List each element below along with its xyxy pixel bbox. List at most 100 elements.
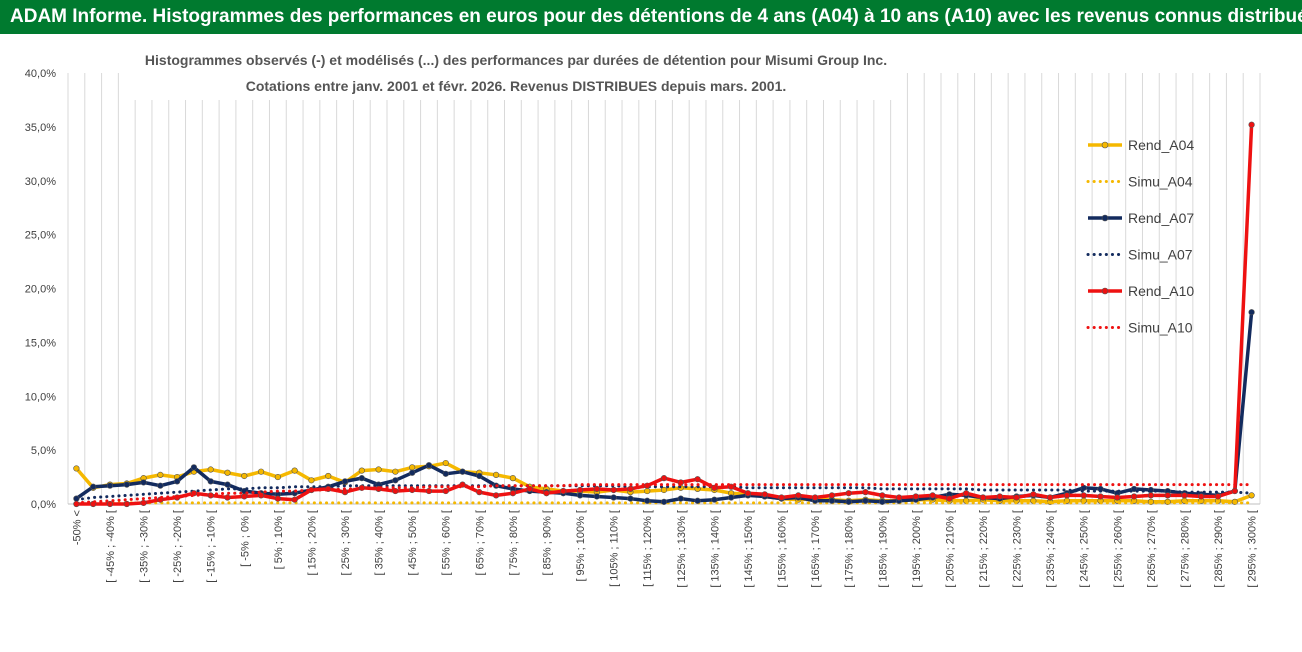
data-point — [979, 494, 987, 501]
data-point — [946, 495, 953, 502]
data-point — [660, 486, 668, 494]
data-point — [409, 469, 416, 476]
data-point — [476, 489, 483, 496]
data-point — [509, 490, 517, 497]
data-point — [761, 491, 768, 498]
data-point — [73, 465, 80, 472]
x-tick-label: [ 5% ; 10% [ — [273, 510, 285, 569]
data-point — [442, 459, 449, 467]
data-point — [1080, 492, 1087, 499]
data-point — [660, 475, 668, 482]
legend-item: Simu_A04 — [1086, 174, 1193, 190]
data-point — [106, 482, 114, 489]
data-point — [190, 464, 198, 471]
data-point — [879, 492, 886, 499]
data-point — [576, 486, 584, 494]
legend-label: Rend_A04 — [1128, 137, 1194, 153]
data-point — [174, 478, 181, 485]
data-point — [1130, 493, 1138, 500]
series-Rend_A10 — [73, 121, 1255, 508]
y-tick-label: 10,0% — [25, 391, 56, 403]
data-point — [207, 466, 214, 473]
chart-background — [0, 34, 1302, 647]
banner-title: ADAM Informe. Histogrammes des performan… — [10, 6, 1302, 27]
data-point — [459, 468, 466, 475]
x-tick-label: [ 245% ; 250% [ — [1079, 510, 1091, 588]
data-point — [963, 490, 970, 497]
axes: 0,0% 5,0% 10,0% 15,0% 20,0% 25,0% 30,0% 35,0% 40… — [25, 68, 1260, 588]
data-point — [694, 497, 701, 504]
legend-item: Rend_A04 — [1088, 137, 1194, 153]
x-tick-label: [ -45% ; -40% [ — [105, 510, 117, 583]
data-point — [912, 493, 919, 500]
data-point — [845, 490, 852, 497]
x-tick-label: [ 25% ; 30% [ — [340, 510, 352, 575]
chart-area: 0,0% 5,0% 10,0% 15,0% 20,0% 25,0% 30,0% 35,0% 40… — [0, 34, 1302, 647]
x-tick-label: [ 255% ; 260% [ — [1112, 510, 1124, 588]
x-tick-label: [ 95% ; 100% [ — [575, 510, 587, 582]
data-point — [157, 482, 164, 489]
data-point — [409, 464, 416, 471]
x-tick-label: [ 195% ; 200% [ — [911, 510, 923, 588]
legend-label: Simu_A04 — [1128, 174, 1193, 190]
x-tick-label: [ 215% ; 220% [ — [978, 510, 990, 588]
data-point — [106, 500, 114, 508]
data-point — [291, 467, 298, 474]
data-point — [341, 478, 349, 485]
legend-marker — [1101, 214, 1109, 222]
y-tick-label: 25,0% — [25, 230, 56, 242]
legend-label: Rend_A07 — [1128, 210, 1194, 226]
x-tick-label: [ 15% ; 20% [ — [306, 510, 318, 575]
data-point — [1097, 493, 1104, 500]
y-tick-label: 30,0% — [25, 176, 56, 188]
chart-title: Histogrammes observés (-) et modélisés (… — [145, 52, 887, 68]
data-point — [1047, 494, 1054, 501]
data-point — [1231, 487, 1238, 495]
legend-label: Rend_A10 — [1128, 283, 1194, 299]
data-point — [140, 499, 147, 507]
data-point — [828, 492, 835, 499]
data-point — [509, 475, 517, 482]
data-point — [358, 475, 365, 482]
data-point — [274, 495, 281, 502]
data-point — [241, 493, 248, 500]
x-tick-label: [ 125% ; 130% [ — [676, 510, 688, 588]
data-point — [241, 472, 248, 480]
data-point — [644, 487, 651, 495]
y-tick-label: 5,0% — [31, 445, 56, 457]
data-point — [610, 494, 617, 501]
performance-histogram-chart: 0,0% 5,0% 10,0% 15,0% 20,0% 25,0% 30,0% 35,0% 40… — [0, 34, 1302, 647]
data-point — [90, 483, 97, 490]
data-point — [1248, 492, 1255, 499]
x-tick-label: [ 65% ; 70% [ — [474, 510, 486, 575]
x-tick-label: [ 225% ; 230% [ — [1012, 510, 1024, 588]
data-point — [308, 477, 315, 484]
x-tick-label: [ -25% ; -20% [ — [172, 510, 184, 583]
data-point — [392, 468, 399, 475]
x-tick-label: [ 85% ; 90% [ — [541, 510, 553, 575]
data-point — [392, 487, 399, 495]
x-tick-label: [ 165% ; 170% [ — [810, 510, 822, 588]
data-point — [140, 479, 147, 486]
x-tick-label: [ -5% ; 0% [ — [239, 510, 251, 567]
data-point — [929, 492, 936, 499]
x-tick-label: [ 155% ; 160% [ — [777, 510, 789, 588]
y-tick-label: 15,0% — [25, 337, 56, 349]
data-point — [291, 496, 298, 503]
data-point — [593, 485, 600, 493]
data-point — [593, 493, 600, 500]
y-tick-label: 35,0% — [25, 122, 56, 134]
data-point — [1013, 494, 1020, 501]
legend-marker — [1101, 287, 1109, 295]
legend-marker — [1101, 141, 1109, 149]
data-point — [543, 490, 550, 497]
data-point — [1130, 485, 1138, 493]
x-tick-label: [ 145% ; 150% [ — [743, 510, 755, 588]
data-point — [325, 472, 332, 480]
data-point — [157, 471, 164, 479]
data-point — [224, 481, 231, 488]
series-line — [74, 484, 1254, 502]
report-banner: ADAM Informe. Histogrammes des performan… — [0, 0, 1302, 34]
data-point — [744, 490, 752, 497]
